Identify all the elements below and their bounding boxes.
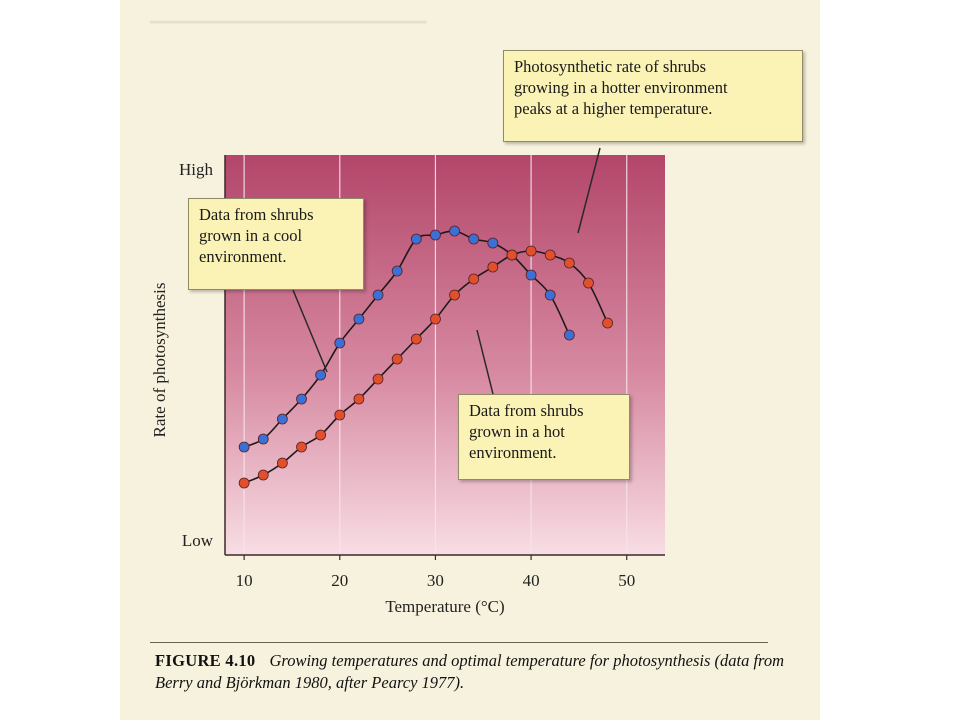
- data-point-series-1-2: [276, 457, 288, 469]
- y-axis-label: Rate of photosynthesis: [150, 283, 169, 438]
- x-axis-label: Temperature (°C): [385, 597, 504, 616]
- data-point-series-0-10: [430, 229, 441, 241]
- callout-hot: Data from shrubs grown in a hot environm…: [458, 394, 630, 480]
- data-point-series-0-5: [334, 337, 346, 349]
- data-point-series-0-2: [276, 413, 288, 425]
- callout-line: environment.: [199, 247, 287, 266]
- callout-leaders: [292, 147, 601, 395]
- callout-line: peaks at a higher temperature.: [514, 99, 713, 118]
- callout-line: Photosynthetic rate of shrubs: [514, 57, 707, 76]
- data-point-series-1-10: [430, 313, 441, 325]
- callout-line: Data from shrubs: [199, 205, 314, 224]
- data-point-series-1-0: [238, 477, 250, 489]
- callout-line: growing in a hotter environment: [514, 78, 728, 97]
- leader-hot-peak: [577, 147, 601, 234]
- x-tick-label-40: 40: [523, 571, 540, 590]
- data-point-series-1-11: [449, 289, 460, 301]
- data-point-series-0-16: [544, 289, 556, 301]
- data-point-series-0-0: [238, 441, 250, 453]
- data-points: [238, 225, 614, 489]
- bleed-through-text: ━━━━━━━━━━━━━━━━━━━━━━━━━━━: [150, 13, 427, 32]
- data-point-series-1-19: [602, 317, 614, 329]
- caption-text: Growing temperatures and optimal tempera…: [155, 651, 785, 692]
- y-tick-low: Low: [182, 531, 214, 550]
- data-point-series-0-13: [487, 237, 499, 249]
- caption-rule: [150, 642, 768, 643]
- callout-line: Data from shrubs: [469, 401, 584, 420]
- data-point-series-0-11: [449, 225, 460, 237]
- data-point-series-1-16: [544, 249, 556, 261]
- leader-cool: [292, 289, 328, 373]
- x-tick-label-20: 20: [331, 571, 348, 590]
- data-point-series-0-6: [353, 313, 365, 325]
- callout-hot-peak: Photosynthetic rate of shrubs growing in…: [503, 50, 803, 142]
- data-point-series-1-9: [410, 333, 422, 345]
- y-tick-high: High: [179, 160, 214, 179]
- x-tick-label-50: 50: [618, 571, 635, 590]
- data-point-series-1-17: [563, 257, 575, 269]
- data-point-series-1-8: [391, 353, 403, 365]
- callout-line: grown in a cool: [199, 226, 303, 245]
- leader-hot: [476, 329, 494, 395]
- data-point-series-1-3: [296, 441, 307, 453]
- data-point-series-1-18: [583, 277, 594, 289]
- data-point-series-0-15: [525, 269, 537, 281]
- data-point-series-1-5: [334, 409, 346, 421]
- x-tick-label-30: 30: [427, 571, 444, 590]
- figure-caption: FIGURE 4.10 Growing temperatures and opti…: [155, 650, 795, 694]
- data-point-series-0-1: [257, 433, 269, 445]
- data-point-series-1-1: [257, 469, 269, 481]
- data-point-series-1-12: [468, 273, 480, 285]
- data-point-series-1-4: [315, 429, 327, 441]
- data-point-series-0-12: [468, 233, 480, 245]
- data-point-series-1-6: [353, 393, 365, 405]
- callout-cool: Data from shrubs grown in a cool environ…: [188, 198, 364, 290]
- data-point-series-0-4: [315, 369, 327, 381]
- data-point-series-0-7: [372, 289, 384, 301]
- data-point-series-1-14: [506, 249, 518, 261]
- data-point-series-0-17: [563, 329, 575, 341]
- data-point-series-1-7: [372, 373, 384, 385]
- data-point-series-0-8: [391, 265, 403, 277]
- callout-line: grown in a hot: [469, 422, 565, 441]
- x-tick-labels: 10 20 30 40 50: [236, 555, 635, 590]
- data-point-series-0-9: [410, 233, 422, 245]
- x-tick-label-10: 10: [236, 571, 253, 590]
- data-point-series-1-13: [487, 261, 499, 273]
- data-point-series-0-3: [296, 393, 307, 405]
- caption-label: FIGURE 4.10: [155, 651, 256, 670]
- callout-line: environment.: [469, 443, 557, 462]
- data-point-series-1-15: [525, 245, 537, 257]
